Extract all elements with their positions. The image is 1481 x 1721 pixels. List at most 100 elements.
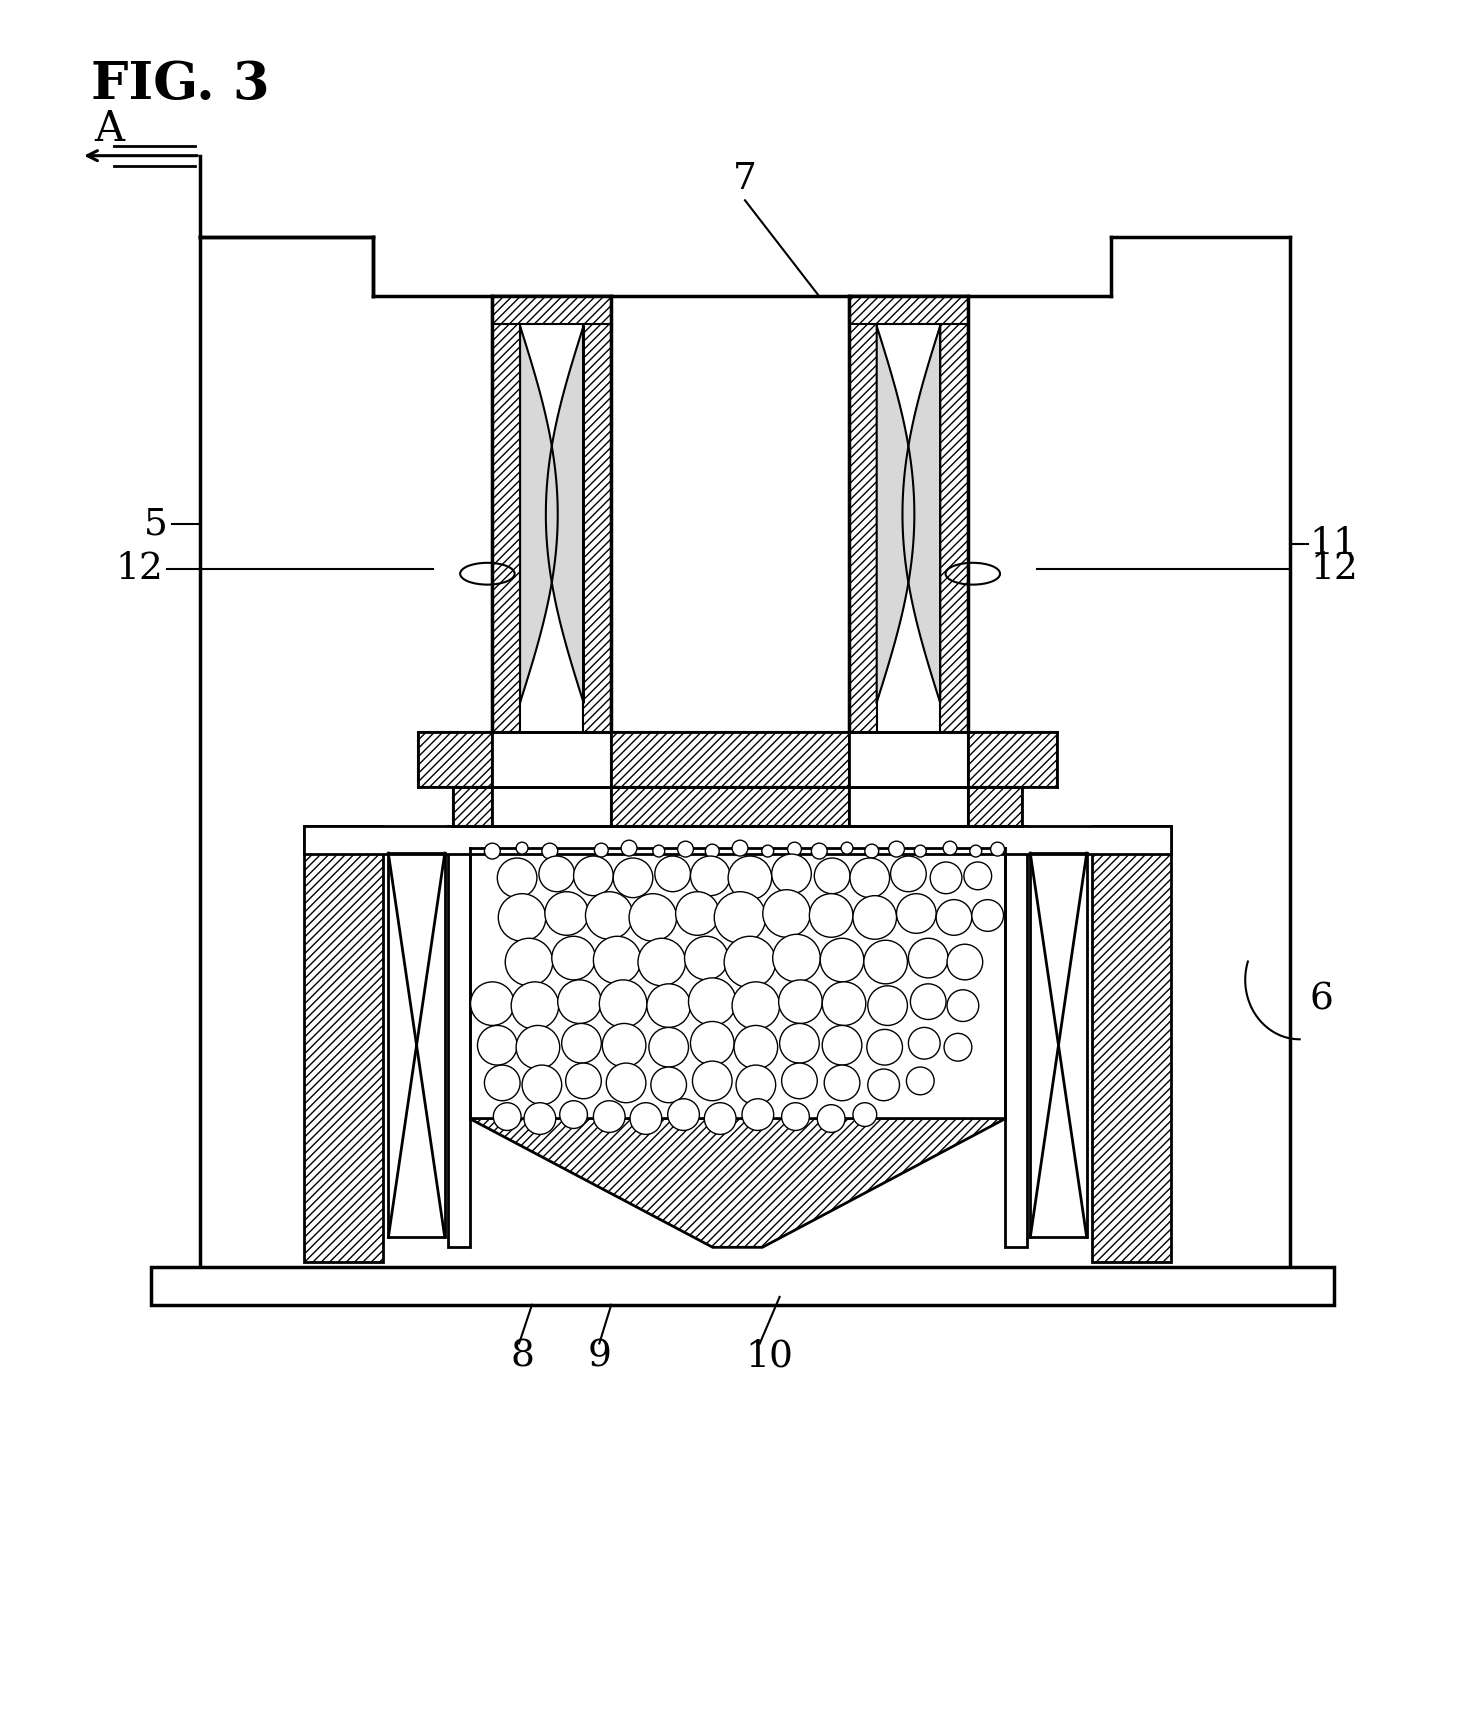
Bar <box>612 786 849 826</box>
Circle shape <box>561 1024 601 1064</box>
Circle shape <box>539 855 575 891</box>
Circle shape <box>655 855 690 891</box>
Circle shape <box>946 945 983 979</box>
Circle shape <box>911 984 946 1019</box>
Circle shape <box>647 984 690 1027</box>
Bar <box>447 826 1028 848</box>
Circle shape <box>498 859 538 898</box>
Bar <box>304 826 1171 854</box>
Circle shape <box>621 840 637 855</box>
Circle shape <box>668 1098 699 1131</box>
Bar <box>969 731 1057 786</box>
Bar <box>447 826 469 1248</box>
Circle shape <box>603 1024 646 1067</box>
Bar <box>492 296 520 731</box>
Circle shape <box>675 891 720 935</box>
Circle shape <box>585 891 632 940</box>
Circle shape <box>600 979 647 1027</box>
Circle shape <box>853 895 896 940</box>
Circle shape <box>690 1022 735 1065</box>
Bar <box>418 731 492 786</box>
Bar <box>388 854 444 1237</box>
Polygon shape <box>520 325 558 702</box>
Circle shape <box>545 891 588 935</box>
Circle shape <box>865 845 878 859</box>
Circle shape <box>523 1065 561 1105</box>
Text: 7: 7 <box>733 162 757 198</box>
Circle shape <box>714 891 766 943</box>
Bar <box>940 296 969 731</box>
Circle shape <box>629 1103 662 1134</box>
Circle shape <box>914 845 926 857</box>
Circle shape <box>825 1065 860 1101</box>
Circle shape <box>558 979 601 1024</box>
Polygon shape <box>902 325 940 702</box>
Circle shape <box>889 842 905 857</box>
Circle shape <box>773 935 820 983</box>
Text: 8: 8 <box>509 1339 535 1375</box>
Circle shape <box>732 983 779 1029</box>
Circle shape <box>896 893 936 933</box>
Bar <box>1006 826 1028 1248</box>
Circle shape <box>736 1065 776 1105</box>
Bar <box>304 826 384 1261</box>
Text: 9: 9 <box>588 1339 612 1375</box>
Circle shape <box>477 1026 517 1065</box>
Circle shape <box>991 842 1004 855</box>
Circle shape <box>498 893 546 941</box>
Circle shape <box>906 1067 935 1095</box>
Text: 11: 11 <box>1309 527 1358 563</box>
Circle shape <box>594 843 609 857</box>
Circle shape <box>850 859 890 898</box>
Circle shape <box>690 855 730 895</box>
Circle shape <box>606 1064 646 1103</box>
Circle shape <box>735 1026 778 1069</box>
Circle shape <box>868 1069 899 1101</box>
Circle shape <box>866 1029 902 1065</box>
Circle shape <box>818 1105 846 1132</box>
Bar <box>1091 826 1171 1261</box>
Circle shape <box>650 1067 687 1103</box>
Text: FIG. 3: FIG. 3 <box>92 59 270 110</box>
Circle shape <box>511 983 558 1029</box>
Polygon shape <box>469 1119 1006 1248</box>
Circle shape <box>552 936 595 979</box>
Circle shape <box>782 1103 809 1131</box>
Circle shape <box>812 843 828 859</box>
Circle shape <box>946 990 979 1022</box>
Circle shape <box>841 842 853 854</box>
Circle shape <box>678 842 693 857</box>
Circle shape <box>815 859 850 893</box>
Circle shape <box>594 936 641 984</box>
Bar <box>969 786 1022 826</box>
Text: A: A <box>95 108 124 150</box>
Circle shape <box>638 938 686 986</box>
Circle shape <box>732 840 748 855</box>
Text: 12: 12 <box>1311 551 1358 587</box>
Circle shape <box>943 1033 972 1062</box>
Circle shape <box>788 842 801 855</box>
Circle shape <box>653 845 665 857</box>
Bar <box>849 296 969 324</box>
Circle shape <box>782 1064 818 1098</box>
Circle shape <box>684 936 729 979</box>
Circle shape <box>809 893 853 938</box>
Circle shape <box>779 979 822 1024</box>
Circle shape <box>484 1065 520 1101</box>
Bar <box>612 731 849 786</box>
Circle shape <box>742 1098 773 1131</box>
Bar <box>849 296 877 731</box>
Circle shape <box>515 842 529 854</box>
Polygon shape <box>877 325 914 702</box>
Circle shape <box>505 938 552 986</box>
Circle shape <box>761 845 773 857</box>
Circle shape <box>964 862 992 890</box>
Circle shape <box>515 1026 560 1069</box>
Circle shape <box>689 978 736 1026</box>
Circle shape <box>705 1103 736 1134</box>
Circle shape <box>613 859 653 898</box>
Circle shape <box>560 1101 588 1129</box>
Bar <box>453 786 492 826</box>
Circle shape <box>724 936 776 988</box>
Circle shape <box>763 890 810 938</box>
